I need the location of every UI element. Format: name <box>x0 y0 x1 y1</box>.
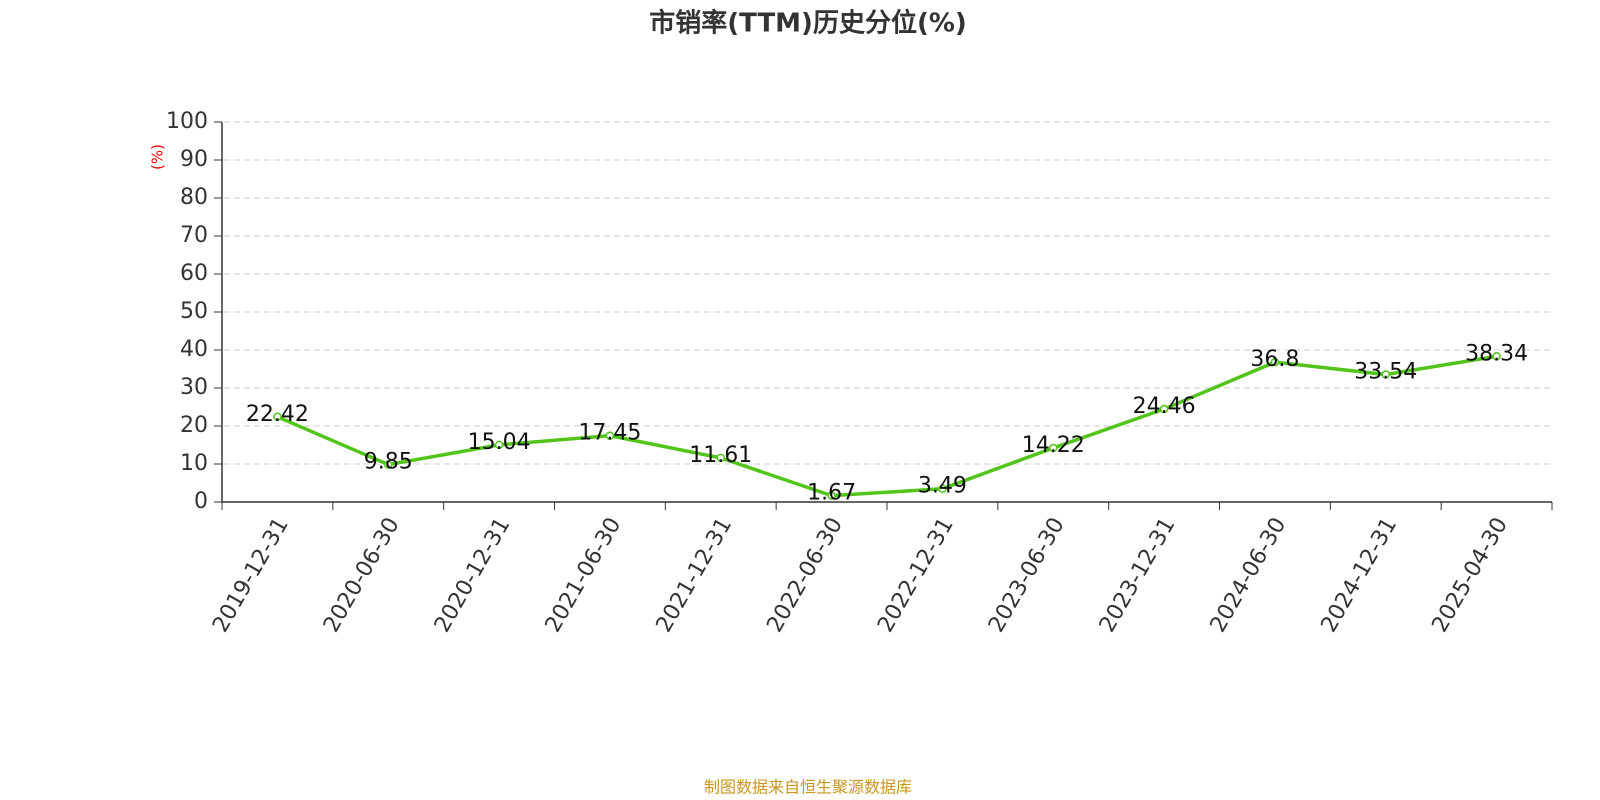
data-label: 33.54 <box>1354 360 1417 385</box>
x-tick-label: 2020-12-31 <box>430 514 516 637</box>
data-label: 22.42 <box>246 402 309 427</box>
y-tick-label: 0 <box>194 489 208 514</box>
point <box>938 484 947 493</box>
y-tick-label: 80 <box>180 185 208 210</box>
point <box>1381 370 1390 379</box>
line <box>276 354 1497 498</box>
y-tick-label: 70 <box>180 223 208 248</box>
point <box>1270 357 1280 367</box>
x-tick-label: 2023-12-31 <box>1095 514 1181 637</box>
chart-title: 市销率(TTM)历史分位(%) <box>649 8 967 39</box>
data-label: 36.8 <box>1250 347 1299 372</box>
y-tick-label: 20 <box>180 413 208 438</box>
y-tick-label: 100 <box>166 109 208 134</box>
point <box>273 412 282 422</box>
y-tick-label: 60 <box>180 261 208 286</box>
x-tick-label: 2023-06-30 <box>984 514 1070 637</box>
data-label: 38.34 <box>1465 341 1528 366</box>
x-tick-label: 2022-06-30 <box>762 514 848 637</box>
data-label: 17.45 <box>578 421 641 446</box>
x-tick-label: 2019-12-31 <box>208 514 294 637</box>
point <box>716 453 725 463</box>
x-tick-label: 2022-12-31 <box>873 514 959 637</box>
data-label: 3.49 <box>918 474 967 499</box>
x-tick-label: 2024-06-30 <box>1206 514 1292 637</box>
x-tick-label: 2021-06-30 <box>541 514 627 637</box>
point <box>827 491 836 500</box>
point <box>1049 443 1058 453</box>
y-tick-label: 30 <box>180 375 208 400</box>
y-tick-label: 50 <box>180 299 208 324</box>
x-tick-label: 2020-06-30 <box>319 514 405 637</box>
point <box>384 460 393 469</box>
point <box>1159 404 1169 414</box>
y-tick-label: 90 <box>180 147 208 172</box>
data-label: 9.85 <box>364 450 413 475</box>
data-label: 24.46 <box>1133 394 1196 419</box>
y-tick-label: 40 <box>180 337 208 362</box>
point <box>605 431 615 440</box>
y-axis-label: (%) <box>149 144 167 170</box>
data-label: 11.61 <box>689 443 752 468</box>
data-label: 14.22 <box>1022 433 1085 458</box>
x-tick-label: 2025-04-30 <box>1427 514 1513 637</box>
y-tick-label: 10 <box>180 451 208 476</box>
point <box>1492 352 1501 361</box>
point <box>494 440 504 450</box>
source-note: 制图数据来自恒生聚源数据库 <box>704 778 912 797</box>
x-tick-label: 2024-12-31 <box>1317 514 1403 637</box>
x-tick-label: 2021-12-31 <box>652 514 738 637</box>
data-label: 15.04 <box>468 430 531 455</box>
data-label: 1.67 <box>807 481 856 506</box>
